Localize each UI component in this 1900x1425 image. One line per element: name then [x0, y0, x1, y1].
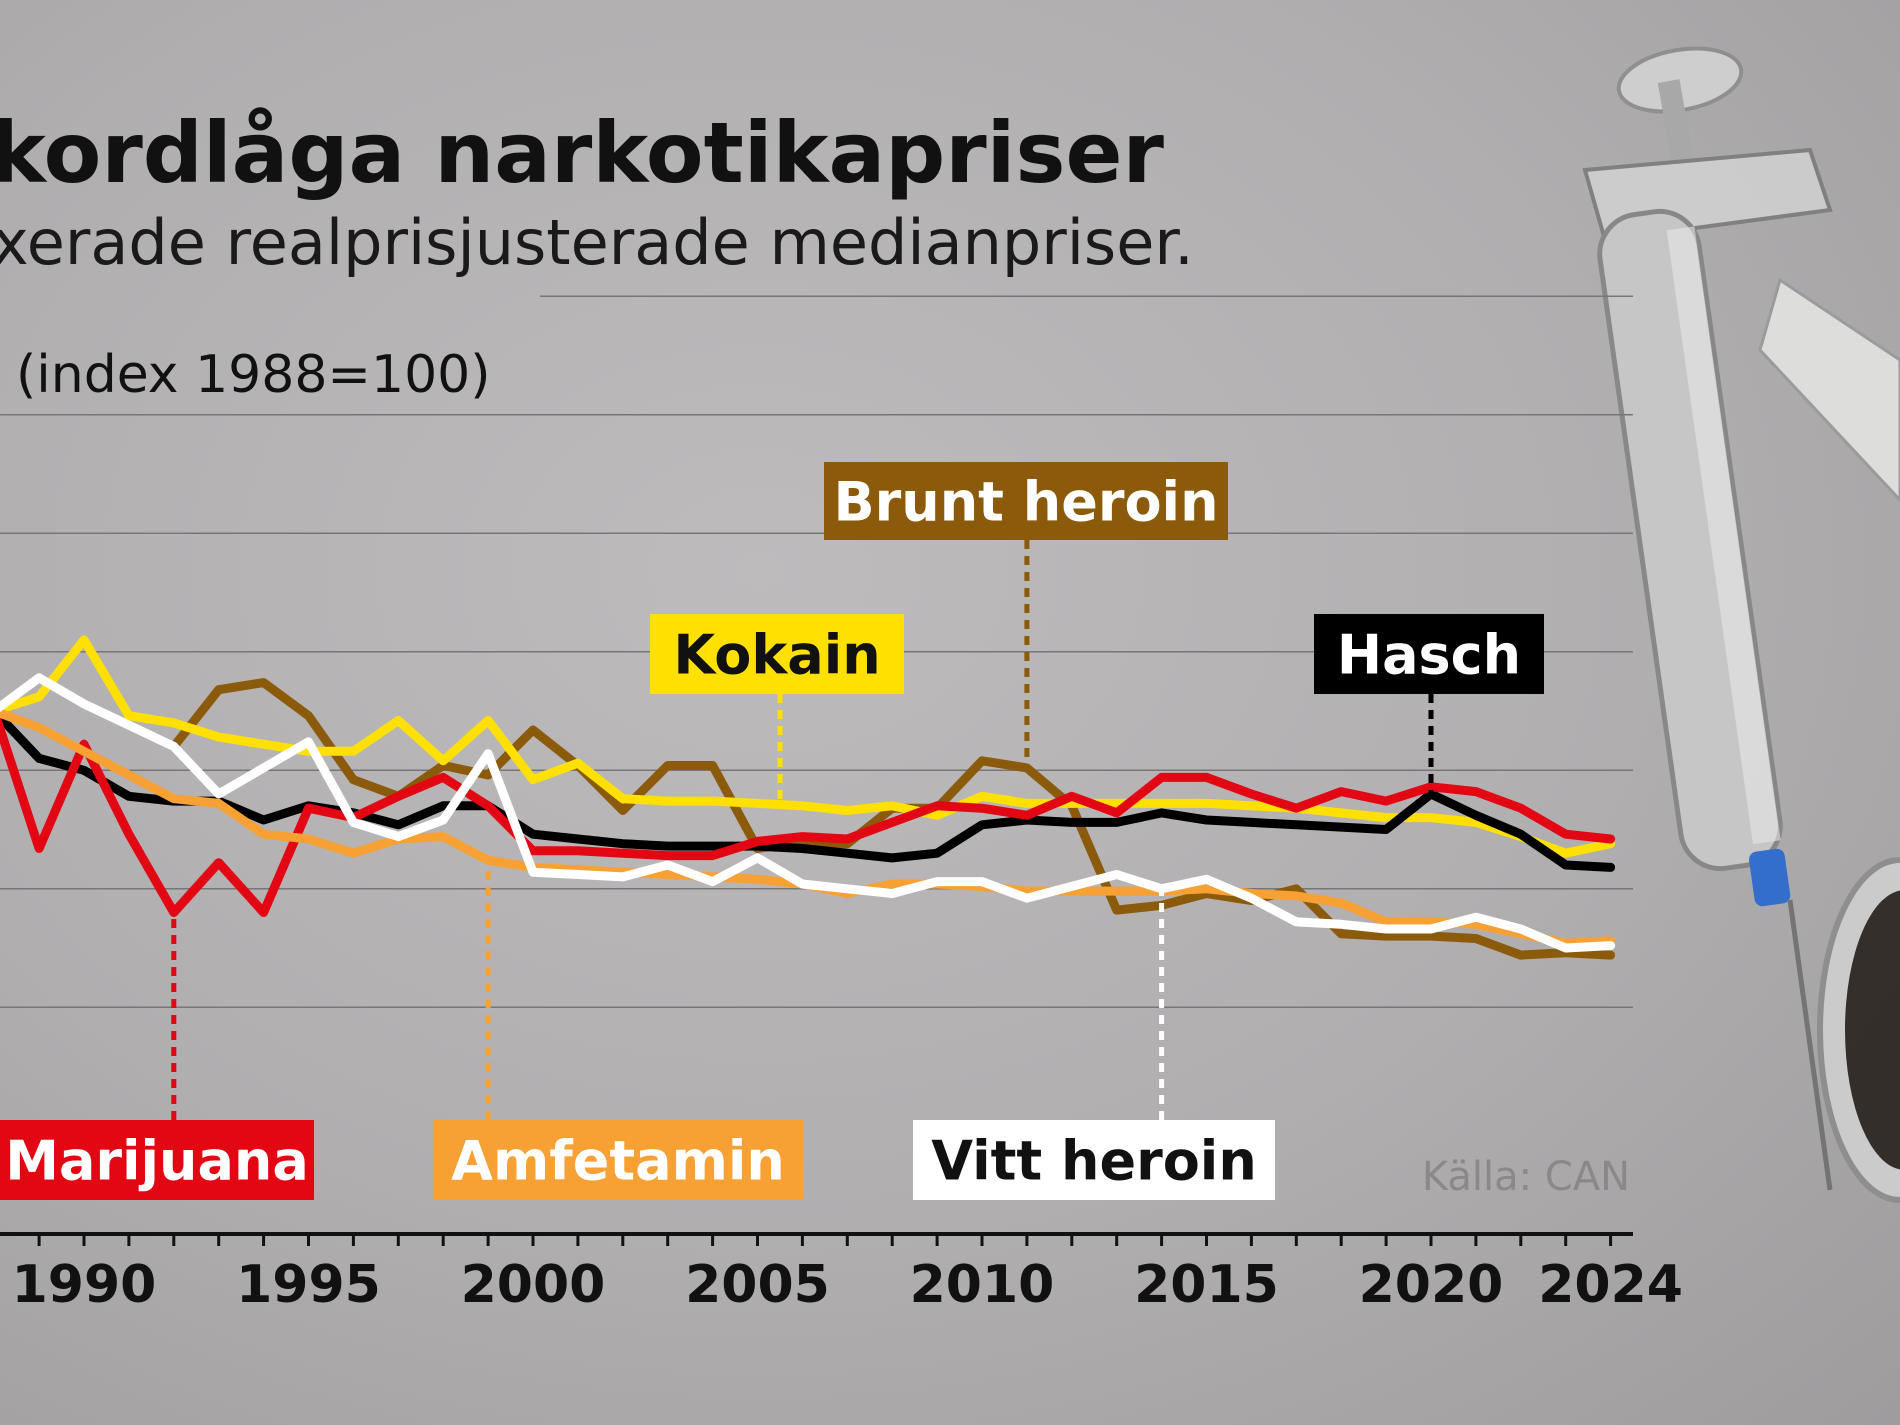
chart-subtitle: xerade realprisjusterade medianpriser. [0, 206, 1194, 279]
label-box [650, 614, 904, 694]
label-box [433, 1120, 803, 1200]
series-label-amfetamin: Amfetamin [451, 1129, 785, 1192]
x-tick-label: 2000 [461, 1255, 606, 1315]
x-axis-ticks: 1990 1995 2000 2005 2010 2015 2020 2024 [12, 1234, 1683, 1315]
series-line-kokain [0, 635, 1616, 858]
x-tick-label: 2024 [1538, 1255, 1683, 1315]
source-label: Källa: CAN [1422, 1154, 1630, 1200]
label-box [913, 1120, 1275, 1200]
series-lines [0, 635, 1616, 960]
chart-title: kordlåga narkotikapriser [0, 104, 1164, 202]
x-tick-label: 2005 [685, 1255, 830, 1315]
x-tick-label: 1990 [12, 1255, 157, 1315]
series-label-kokain: Kokain [673, 623, 880, 686]
series-label-vitt-heroin: Vitt heroin [931, 1129, 1257, 1192]
series-label-marijuana: Marijuana [5, 1129, 309, 1192]
series-line-hasch [0, 710, 1616, 872]
syringe-illustration [1582, 46, 1900, 1203]
series-line-vitt-heroin [0, 673, 1616, 953]
x-tick-label: 2020 [1359, 1255, 1504, 1315]
series-label-brunt-heroin: Brunt heroin [833, 470, 1218, 533]
x-tick-label: 2015 [1134, 1255, 1279, 1315]
label-box [1314, 614, 1544, 694]
label-box [0, 1120, 314, 1200]
x-tick-label: 1995 [236, 1255, 381, 1315]
series-labels: Brunt heroin Kokain Hasch Marijuana Amfetami… [0, 462, 1544, 1200]
series-line-marijuana [0, 714, 1616, 917]
series-label-hasch: Hasch [1337, 623, 1521, 686]
x-tick-label: 2010 [910, 1255, 1055, 1315]
y-axis-unit-label: (index 1988=100) [16, 345, 491, 405]
label-box [824, 462, 1228, 540]
